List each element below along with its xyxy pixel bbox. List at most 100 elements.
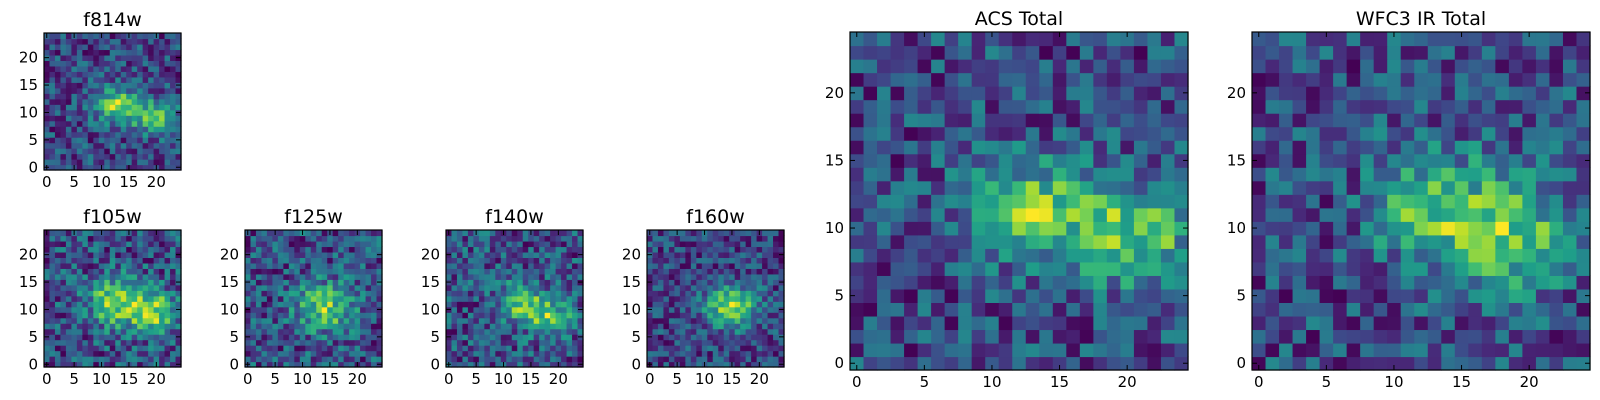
heatmap-cell bbox=[506, 350, 513, 357]
heatmap-cell bbox=[1508, 315, 1523, 331]
heatmap-cell bbox=[495, 268, 502, 275]
heatmap-cell bbox=[349, 268, 356, 275]
heatmap-cell bbox=[1481, 86, 1496, 101]
heatmap-cell bbox=[338, 268, 345, 275]
heatmap-cell bbox=[652, 279, 659, 286]
heatmap-cell bbox=[917, 342, 932, 358]
x-tick-label: 10 bbox=[92, 370, 111, 388]
heatmap-cell bbox=[572, 328, 579, 335]
heatmap-cell bbox=[82, 323, 89, 330]
heatmap-cell bbox=[294, 273, 301, 280]
heatmap-cell bbox=[54, 87, 62, 94]
heatmap-cell bbox=[1333, 261, 1348, 276]
heatmap-cell bbox=[451, 235, 458, 242]
heatmap-cell bbox=[701, 284, 708, 291]
heatmap-cell bbox=[1174, 302, 1189, 317]
heatmap-cell bbox=[148, 43, 155, 51]
heatmap-cell bbox=[365, 323, 372, 330]
heatmap-cell bbox=[376, 240, 383, 248]
heatmap-cell bbox=[104, 251, 111, 258]
heatmap-cell bbox=[456, 273, 464, 280]
heatmap-cell bbox=[49, 131, 56, 138]
heatmap-cell bbox=[65, 87, 72, 94]
heatmap-cell bbox=[696, 350, 703, 357]
heatmap-cell bbox=[49, 251, 56, 258]
heatmap-cell bbox=[679, 251, 686, 258]
heatmap-cell bbox=[120, 257, 127, 264]
heatmap-cell bbox=[679, 301, 686, 308]
heatmap-cell bbox=[245, 350, 252, 357]
heatmap-cell bbox=[266, 328, 273, 335]
heatmap-cell bbox=[877, 126, 892, 141]
heatmap-cell bbox=[1454, 248, 1469, 263]
heatmap-cell bbox=[1427, 167, 1442, 182]
heatmap-cell bbox=[170, 334, 177, 341]
heatmap-cell bbox=[1066, 140, 1081, 155]
heatmap-cell bbox=[1160, 315, 1176, 331]
heatmap-cell bbox=[250, 361, 257, 368]
heatmap-cell bbox=[1562, 72, 1578, 87]
heatmap-cell bbox=[1346, 153, 1361, 168]
heatmap-cell bbox=[473, 284, 480, 291]
heatmap-cell bbox=[120, 87, 127, 94]
heatmap-cell bbox=[82, 49, 89, 56]
heatmap-cell bbox=[142, 361, 149, 368]
heatmap-cell bbox=[131, 345, 138, 352]
heatmap-cell bbox=[376, 301, 383, 308]
heatmap-cell bbox=[1522, 59, 1537, 74]
heatmap-cell bbox=[544, 334, 551, 341]
heatmap-cell bbox=[566, 279, 573, 286]
heatmap-cell bbox=[71, 262, 78, 269]
heatmap-cell bbox=[1120, 275, 1135, 290]
heatmap-cell bbox=[674, 334, 681, 341]
heatmap-cell bbox=[767, 361, 774, 368]
y-tick-label: 20 bbox=[19, 49, 38, 67]
heatmap-cell bbox=[877, 59, 892, 74]
heatmap-cell bbox=[170, 273, 177, 280]
heatmap-cell bbox=[690, 257, 697, 264]
heatmap-cell bbox=[1427, 153, 1442, 168]
y-tick-label: 5 bbox=[834, 287, 844, 305]
heatmap-cell bbox=[756, 273, 763, 280]
heatmap-cell bbox=[489, 339, 496, 346]
heatmap-cell bbox=[663, 317, 670, 324]
heatmap-cell bbox=[668, 235, 675, 242]
heatmap-cell bbox=[126, 246, 133, 253]
heatmap-cell bbox=[762, 350, 769, 357]
heatmap-cell bbox=[60, 71, 67, 78]
heatmap-cell bbox=[877, 153, 892, 168]
heatmap-cell bbox=[44, 49, 51, 56]
heatmap-cell bbox=[115, 240, 122, 248]
heatmap-cell bbox=[1441, 302, 1456, 317]
heatmap-cell bbox=[1562, 342, 1578, 358]
heatmap-cell bbox=[250, 345, 257, 352]
heatmap-cell bbox=[104, 301, 111, 308]
heatmap-cell bbox=[1079, 45, 1094, 60]
heatmap-cell bbox=[1360, 167, 1375, 182]
heatmap-cell bbox=[718, 339, 725, 346]
heatmap-cell bbox=[762, 273, 769, 280]
heatmap-cell bbox=[338, 306, 345, 313]
heatmap-cell bbox=[131, 65, 138, 72]
heatmap-cell bbox=[1093, 315, 1108, 331]
heatmap-cell bbox=[1495, 302, 1510, 317]
heatmap-cell bbox=[550, 251, 557, 258]
heatmap-cell bbox=[657, 323, 665, 330]
heatmap-cell bbox=[473, 334, 480, 341]
heatmap-cell bbox=[109, 153, 116, 160]
heatmap-cell bbox=[1147, 275, 1162, 290]
heatmap-cell bbox=[971, 72, 986, 87]
heatmap-cell bbox=[931, 126, 946, 141]
heatmap-cell bbox=[723, 240, 730, 248]
heatmap-cell bbox=[944, 194, 959, 209]
heatmap-cell bbox=[1265, 288, 1280, 303]
heatmap-cell bbox=[131, 54, 138, 61]
heatmap-cell bbox=[495, 361, 502, 368]
heatmap-cell bbox=[1576, 248, 1591, 263]
heatmap-cell bbox=[904, 288, 919, 303]
heatmap-cell bbox=[1576, 288, 1591, 303]
heatmap-cell bbox=[104, 159, 111, 166]
y-tick-label: 15 bbox=[19, 76, 38, 94]
heatmap-cell bbox=[685, 334, 692, 341]
